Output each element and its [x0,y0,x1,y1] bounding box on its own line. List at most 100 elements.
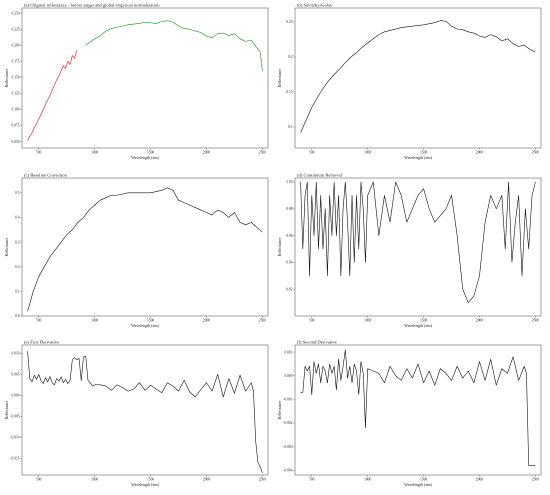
x-tick-label: 2000 [476,319,483,323]
y-axis-label: Reflectance [277,68,282,87]
y-tick-label: 0.1 [288,125,293,129]
x-tick-label: 1500 [147,319,154,323]
series-line-0 [300,349,536,466]
y-tick-label: 0.1 [15,290,20,294]
y-tick-label: 0.225 [12,27,20,31]
x-axis-label: Wavelength (nm) [404,482,432,487]
x-axis-label: Wavelength (nm) [131,482,159,487]
y-axis-label: Reflectance [4,68,9,87]
y-tick-label: 1.00 [286,180,292,184]
chart-panel-4: (e) First Derivative 500 1000 1500 2000 2500 0… [4,339,269,487]
x-tick-label: 1500 [147,478,154,482]
y-tick-label: 0.075 [12,124,20,128]
y-tick-label: 0.000 [285,374,293,378]
panel-title: (b) Savitzky-Golay [297,2,333,7]
x-axis-label: Wavelength (nm) [404,155,432,160]
panel-title: (f) Second Derivative [297,339,337,344]
chart-panel-1: (b) Savitzky-Golay 500 1000 1500 2000 2500 0.1… [277,2,542,160]
chart-panel-5: (f) Second Derivative 500 1000 1500 2000 2500… [277,339,542,487]
x-tick-label: 1500 [147,151,154,155]
y-tick-label: -0.001 [283,398,292,402]
y-tick-label: 0.2 [288,55,293,59]
y-axis-label: Reflectance [277,237,282,256]
x-tick-label: 2000 [476,478,483,482]
x-tick-label: 2000 [203,151,210,155]
x-axis-label: Wavelength (nm) [131,323,159,328]
x-tick-label: 2500 [532,478,539,482]
x-tick-label: 1500 [420,478,427,482]
y-tick-label: 0.94 [286,261,292,265]
plot-frame [294,177,542,317]
x-tick-label: 500 [36,478,42,482]
plot-frame [21,344,269,476]
y-tick-label: 0.005 [12,373,20,377]
y-tick-label: 0.92 [286,287,292,291]
x-tick-label: 1000 [364,151,371,155]
panel-title: (e) First Derivative [24,339,59,344]
x-tick-label: 1000 [91,478,98,482]
x-axis-label: Wavelength (nm) [131,155,159,160]
y-tick-label: 0.050 [12,140,20,144]
x-tick-label: 1500 [420,319,427,323]
y-tick-label: 0.96 [286,234,292,238]
x-tick-label: 2000 [203,478,210,482]
panel-title: (a) Original reflectance - before target… [24,2,160,7]
y-tick-label: 0.010 [12,352,20,356]
x-tick-label: 2500 [532,151,539,155]
x-tick-label: 500 [36,151,42,155]
x-tick-label: 2500 [259,151,266,155]
x-tick-label: 2000 [203,319,210,323]
x-tick-label: 1000 [364,478,371,482]
y-tick-label: -0.015 [10,456,19,460]
plot-frame [294,7,542,149]
y-tick-label: 0.100 [12,108,20,112]
x-tick-label: 2000 [476,151,483,155]
y-axis-label: Reflectance [277,400,282,419]
series-line-0 [300,181,536,303]
y-tick-label: 0.25 [286,20,292,24]
y-tick-label: 0.2 [15,265,20,269]
series-line-1 [85,20,263,71]
y-tick-label: 0.5 [15,191,20,195]
chart-panel-0: (a) Original reflectance - before target… [4,2,269,160]
x-tick-label: 1000 [91,151,98,155]
series-line-0 [27,351,263,474]
y-tick-label: 0.125 [12,92,20,96]
x-tick-label: 1000 [91,319,98,323]
y-tick-label: -0.004 [283,468,292,472]
y-tick-label: 0.98 [286,207,292,211]
plot-frame [21,7,269,149]
panel-title: (d) Continuum Removal [297,172,343,177]
x-tick-label: 1000 [364,319,371,323]
x-tick-label: 500 [309,319,315,323]
chart-panel-2: (c) Baseline Correction 500 1000 1500 2000 25… [4,172,269,328]
y-tick-label: 0.000 [12,394,20,398]
x-tick-label: 500 [309,151,315,155]
y-tick-label: 0.4 [15,216,20,220]
plot-frame [21,177,269,317]
y-tick-label: -0.002 [283,421,292,425]
y-tick-label: -0.005 [10,414,19,418]
x-tick-label: 500 [309,478,315,482]
panel-title: (c) Baseline Correction [24,172,68,177]
y-axis-label: Reflectance [4,237,9,256]
x-tick-label: 1500 [420,151,427,155]
y-tick-label: 0.175 [12,60,20,64]
y-tick-label: 0.3 [15,240,20,244]
y-tick-label: 0.0 [15,314,20,318]
x-tick-label: 2500 [259,319,266,323]
y-tick-label: -0.003 [283,445,292,449]
x-tick-label: 2500 [532,319,539,323]
y-tick-label: 0.15 [286,90,292,94]
x-axis-label: Wavelength (nm) [404,323,432,328]
chart-panel-3: (d) Continuum Removal 500 1000 1500 2000 2500… [277,172,542,328]
y-tick-label: -0.010 [10,435,19,439]
y-tick-label: 0.001 [285,350,293,354]
plot-frame [294,344,542,476]
series-line-0 [27,50,78,141]
series-line-0 [300,20,536,133]
y-axis-label: Reflectance [4,400,9,419]
y-tick-label: 0.150 [12,76,20,80]
y-tick-label: 0.200 [12,43,20,47]
